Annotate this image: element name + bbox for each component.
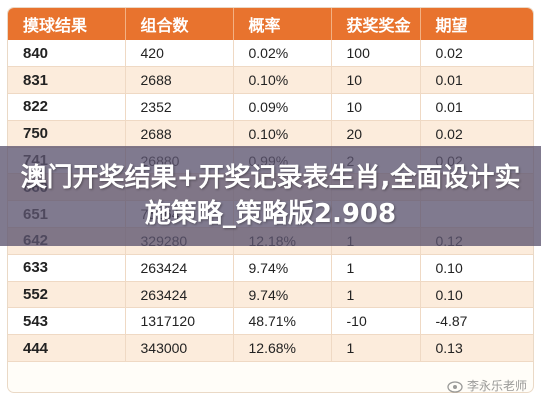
- cell-probability: 12.68%: [233, 334, 332, 363]
- cell-combinations: 343000: [125, 334, 234, 363]
- cell-combinations: 263424: [125, 254, 234, 282]
- table-row: 444 343000 12.68% 1 0.13: [8, 334, 533, 363]
- cell-combinations: 420: [125, 40, 234, 68]
- header-expectation: 期望: [420, 8, 533, 40]
- cell-result: 822: [8, 93, 126, 121]
- table-row: 552 263424 9.74% 1 0.10: [8, 281, 533, 309]
- cell-result: 633: [8, 254, 126, 282]
- table-header-row: 摸球结果 组合数 概率 获奖奖金 期望: [8, 8, 533, 40]
- cell-expectation: 0.02: [420, 120, 533, 148]
- table-row: 750 2688 0.10% 20 0.02: [8, 120, 533, 148]
- cell-probability: 9.74%: [233, 281, 332, 309]
- cell-expectation: -4.87: [420, 307, 533, 336]
- cell-prize: 10: [331, 93, 421, 121]
- watermark-text: 李永乐老师: [466, 379, 527, 393]
- cell-combinations: 2688: [125, 120, 234, 148]
- title-overlay-banner: 澳门开奖结果+开奖记录表生肖,全面设计实施策略_策略版2.908: [0, 146, 541, 246]
- table-row: 543 1317120 48.71% -10 -4.87: [8, 307, 533, 336]
- cell-probability: 0.09%: [233, 93, 332, 121]
- cell-expectation: 0.01: [420, 93, 533, 121]
- cell-prize: -10: [331, 307, 421, 336]
- cell-expectation: 0.01: [420, 66, 533, 95]
- table-row: 633 263424 9.74% 1 0.10: [8, 254, 533, 282]
- cell-prize: 1: [331, 281, 421, 309]
- cell-prize: 1: [331, 334, 421, 363]
- table-row: 822 2352 0.09% 10 0.01: [8, 93, 533, 121]
- table-row: 831 2688 0.10% 10 0.01: [8, 66, 533, 95]
- header-probability: 概率: [233, 8, 332, 40]
- cell-expectation: 0.10: [420, 281, 533, 309]
- cell-probability: 0.10%: [233, 66, 332, 95]
- cell-prize: 20: [331, 120, 421, 148]
- header-combinations: 组合数: [125, 8, 234, 40]
- weibo-eye-icon: [447, 380, 463, 393]
- table-row: 840 420 0.02% 100 0.02: [8, 40, 533, 68]
- cell-probability: 48.71%: [233, 307, 332, 336]
- cell-probability: 9.74%: [233, 254, 332, 282]
- cell-prize: 10: [331, 66, 421, 95]
- header-prize: 获奖奖金: [331, 8, 421, 40]
- header-result: 摸球结果: [8, 8, 126, 40]
- cell-combinations: 263424: [125, 281, 234, 309]
- cell-result: 750: [8, 120, 126, 148]
- cell-expectation: 0.10: [420, 254, 533, 282]
- cell-prize: 100: [331, 40, 421, 68]
- cell-probability: 0.10%: [233, 120, 332, 148]
- cell-result: 543: [8, 307, 126, 336]
- cell-result: 840: [8, 40, 126, 68]
- cell-result: 831: [8, 66, 126, 95]
- cell-prize: 1: [331, 254, 421, 282]
- cell-probability: 0.02%: [233, 40, 332, 68]
- cell-expectation: 0.13: [420, 334, 533, 363]
- cell-combinations: 1317120: [125, 307, 234, 336]
- overlay-title: 澳门开奖结果+开奖记录表生肖,全面设计实施策略_策略版2.908: [20, 163, 521, 229]
- watermark: 李永乐老师: [447, 377, 527, 394]
- cell-combinations: 2688: [125, 66, 234, 95]
- cell-expectation: 0.02: [420, 40, 533, 68]
- cell-result: 552: [8, 281, 126, 309]
- cell-result: 444: [8, 334, 126, 363]
- cell-combinations: 2352: [125, 93, 234, 121]
